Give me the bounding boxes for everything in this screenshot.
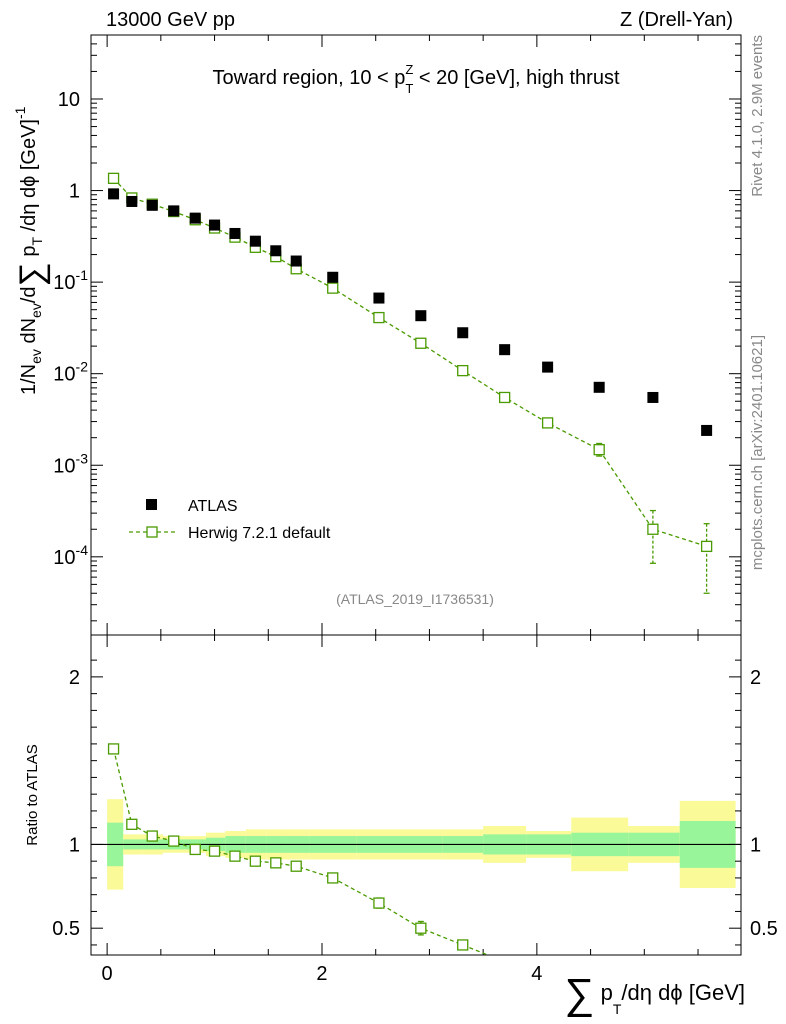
- atlas-point: [647, 391, 659, 403]
- header-right: Z (Drell-Yan): [620, 9, 733, 31]
- ratio-tick-label: 0.5: [52, 918, 80, 940]
- atlas-point: [457, 327, 469, 339]
- atlas-point: [499, 344, 511, 356]
- y-tick-label: 10-1: [53, 267, 88, 294]
- y-tick-label: 10-3: [53, 450, 88, 477]
- atlas-point: [373, 292, 385, 304]
- ratio-herwig-line: [112, 748, 490, 955]
- rivet-label: Rivet 4.1.0, 2.9M events: [749, 35, 766, 197]
- atlas-point: [290, 255, 302, 267]
- x-tick-label: 0: [102, 963, 113, 985]
- ratio-herwig-point: [327, 872, 339, 884]
- herwig-line: [113, 177, 707, 548]
- y-axis-label: 1/Nev dNev/d∑ pT /dη dϕ [GeV]-1: [12, 106, 51, 395]
- legend-herwig-label: Herwig 7.2.1 default: [188, 525, 331, 542]
- axis-ticks: 0 2 4 10-4 10-3 10-2 10-1 1 10 0.5 0.5 1 1 2 2: [52, 34, 778, 985]
- x-axis-label: ∑ pT/dη dϕ [GeV]: [565, 970, 746, 1017]
- ratio-herwig-point: [457, 939, 469, 951]
- herwig-point: [541, 417, 554, 429]
- ratio-herwig-point: [249, 855, 262, 867]
- ratio-herwig-point: [126, 818, 138, 830]
- atlas-point: [593, 381, 605, 393]
- herwig-point: [457, 364, 469, 377]
- atlas-point: [189, 212, 201, 224]
- atlas-point: [209, 219, 221, 231]
- ratio-herwig-point: [415, 922, 427, 934]
- ratio-herwig-point: [270, 857, 282, 869]
- herwig-point: [415, 337, 427, 349]
- ratio-herwig-point: [107, 743, 120, 755]
- herwig-point: [700, 540, 713, 553]
- herwig-point: [107, 172, 120, 184]
- ratio-herwig-point: [543, 965, 553, 975]
- ratio-tick-label: 1: [69, 834, 80, 856]
- herwig-point: [498, 391, 511, 404]
- ratio-herwig-point: [189, 843, 201, 856]
- y-tick-label: 10-4: [53, 542, 88, 569]
- atlas-point: [415, 310, 427, 322]
- legend: ATLAS Herwig 7.2.1 default: [129, 498, 331, 542]
- ratio-tick-label-right: 2: [750, 667, 761, 689]
- ratio-herwig-point: [500, 957, 510, 967]
- ratio-herwig-point: [229, 850, 241, 862]
- herwig-point: [647, 523, 659, 535]
- y-tick-label: 1: [69, 181, 80, 203]
- atlas-point: [229, 227, 241, 239]
- ratio-herwig-point: [373, 897, 385, 909]
- legend-herwig-marker: [146, 526, 158, 538]
- atlas-point: [249, 235, 261, 247]
- header-left: 13000 GeV pp: [106, 9, 235, 31]
- ratio-frame: [90, 634, 742, 956]
- atlas-point: [542, 361, 554, 373]
- herwig-point: [373, 311, 385, 324]
- ratio-bands: [91, 799, 741, 890]
- atlas-point: [168, 205, 180, 217]
- ratio-herwig-point: [290, 860, 302, 872]
- mcplots-label: mcplots.cern.ch [arXiv:2401.10621]: [749, 335, 766, 570]
- y-tick-label: 10-2: [53, 359, 88, 386]
- ratio-herwig-point: [208, 845, 221, 857]
- ratio-tick-label: 2: [69, 667, 80, 689]
- atlas-point: [146, 199, 158, 211]
- main-data: [107, 172, 713, 594]
- ratio-herwig-point: [168, 835, 180, 847]
- legend-atlas-marker: [146, 499, 157, 510]
- atlas-point: [108, 188, 120, 200]
- ratio-data: [107, 743, 553, 975]
- ratio-tick-label-right: 0.5: [750, 918, 778, 940]
- x-tick-label: 4: [531, 963, 542, 985]
- atlas-point: [327, 271, 339, 283]
- chart-title: Toward region, 10 < pZ T < 20 [GeV], high…: [212, 62, 619, 96]
- main-frame: [90, 34, 742, 636]
- herwig-point: [593, 444, 605, 456]
- atlas-point: [270, 245, 282, 257]
- analysis-id: (ATLAS_2019_I1736531): [336, 591, 494, 607]
- x-tick-label: 2: [316, 963, 327, 985]
- legend-atlas-label: ATLAS: [188, 498, 238, 515]
- ratio-herwig-point: [146, 830, 158, 842]
- atlas-point: [126, 195, 138, 207]
- y-tick-label: 10: [58, 89, 80, 111]
- ratio-tick-label-right: 1: [750, 834, 761, 856]
- herwig-point: [327, 282, 339, 294]
- atlas-point: [701, 424, 713, 436]
- ratio-y-label: Ratio to ATLAS: [24, 744, 41, 845]
